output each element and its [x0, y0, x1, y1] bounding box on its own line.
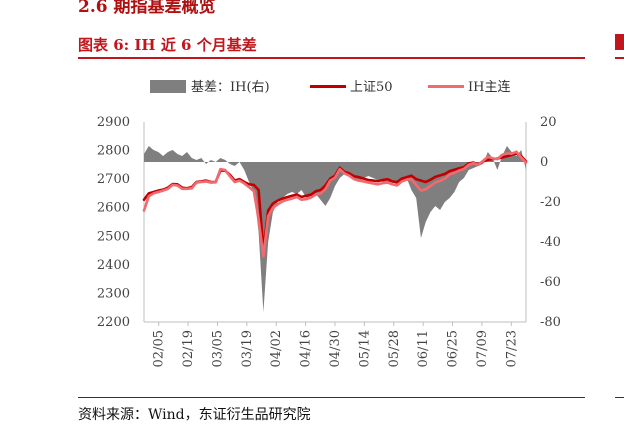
- axes: [143, 122, 527, 323]
- x-tick-label: 04/02: [269, 330, 284, 367]
- legend: 基差：IH(右) 上证50 IH主连: [150, 79, 510, 95]
- y-left-tick-label: 2600: [97, 201, 130, 216]
- y-left-tick-label: 2700: [97, 172, 130, 187]
- x-tick-label: 07/23: [504, 330, 519, 367]
- x-tick-labels: 02/05 02/19 03/05 03/19 04/02 04/16 04/30 05/14…: [152, 322, 519, 367]
- source-note: 资料来源：Wind，东证衍生品研究院: [78, 407, 311, 423]
- adjacent-figure-rule: [615, 57, 624, 59]
- x-tick-label: 06/11: [416, 330, 431, 367]
- x-tick-label: 04/16: [299, 330, 314, 367]
- x-tick-label: 03/05: [210, 330, 225, 367]
- y-left-tick-label: 2800: [97, 144, 130, 159]
- x-tick-label: 05/14: [357, 330, 372, 367]
- price-line-layer: [142, 150, 528, 258]
- x-tick-label: 04/30: [328, 330, 343, 367]
- y-right-tick-label: 0: [540, 155, 548, 170]
- legend-label-index: 上证50: [350, 80, 393, 95]
- legend-label-continuous: IH主连: [468, 79, 510, 95]
- section-title: 2.6 期指基差概览: [78, 0, 216, 17]
- x-tick-label: 02/05: [152, 330, 167, 367]
- x-tick-label: 03/19: [240, 330, 255, 367]
- source-rule: [78, 397, 585, 398]
- y-right-tick-label: -20: [540, 195, 561, 210]
- y-left-tick-label: 2300: [97, 286, 130, 301]
- y-right-tick-label: -80: [540, 315, 561, 330]
- adjacent-source-rule: [615, 397, 624, 398]
- y-tick-labels: 2900 2800 2700 2600 2500 2400 2300 2200 20 0 -20 -4…: [97, 115, 561, 330]
- y-left-tick-label: 2200: [97, 315, 130, 330]
- basis-chart: 基差：IH(右) 上证50 IH主连 02/05 02/19 03/05 03/19 0…: [97, 79, 561, 367]
- y-right-tick-label: -40: [540, 235, 561, 250]
- y-right-tick-label: -60: [540, 275, 561, 290]
- x-tick-label: 05/28: [387, 330, 402, 367]
- y-right-tick-label: 20: [540, 115, 557, 130]
- x-tick-label: 07/09: [475, 330, 490, 367]
- y-left-tick-label: 2500: [97, 229, 130, 244]
- y-left-tick-label: 2900: [97, 115, 130, 130]
- basis-area-layer: [144, 146, 526, 312]
- y-left-tick-label: 2400: [97, 258, 130, 273]
- figure-title: 图表 6: IH 近 6 个月基差: [78, 36, 257, 54]
- continuous-line: [142, 150, 528, 258]
- basis-area: [144, 146, 526, 312]
- adjacent-figure-marker: [615, 34, 624, 50]
- x-tick-label: 06/25: [446, 330, 461, 367]
- legend-label-basis: 基差：IH(右): [191, 80, 270, 95]
- x-tick-label: 02/19: [181, 330, 196, 367]
- title-rule: [78, 57, 585, 59]
- legend-swatch-basis: [150, 80, 186, 93]
